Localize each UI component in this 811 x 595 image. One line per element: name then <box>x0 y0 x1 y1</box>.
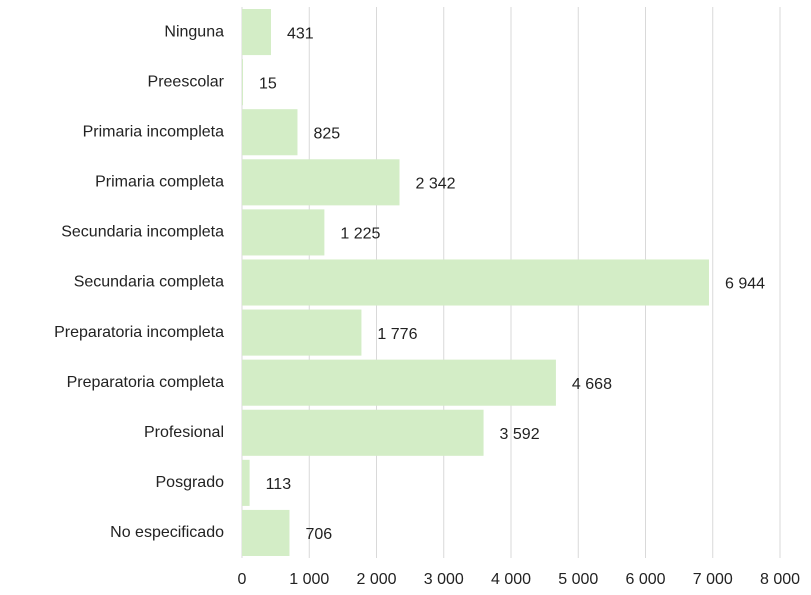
bar <box>242 359 556 406</box>
bar <box>242 509 290 556</box>
value-label: 113 <box>266 476 292 493</box>
x-tick-label: 4 000 <box>491 571 531 588</box>
bar <box>242 159 400 206</box>
value-label: 2 342 <box>415 176 455 193</box>
bar <box>242 259 709 306</box>
value-label: 706 <box>305 526 332 543</box>
x-tick-label: 3 000 <box>424 571 464 588</box>
value-label: 1 776 <box>377 326 417 343</box>
y-tick-label: Secundaria incompleta <box>61 224 224 241</box>
y-tick-label: No especificado <box>110 524 224 541</box>
value-label: 431 <box>287 25 314 42</box>
x-tick-label: 1 000 <box>289 571 329 588</box>
y-tick-label: Primaria completa <box>95 174 224 191</box>
value-label: 15 <box>259 75 277 92</box>
bar <box>242 9 271 56</box>
x-tick-label: 7 000 <box>693 571 733 588</box>
bar <box>242 309 362 356</box>
value-label: 3 592 <box>500 426 540 443</box>
value-label: 4 668 <box>572 376 612 393</box>
x-tick-label: 2 000 <box>356 571 396 588</box>
y-tick-label: Preescolar <box>148 73 225 90</box>
y-tick-label: Primaria incompleta <box>83 123 224 140</box>
y-tick-label: Preparatoria incompleta <box>54 324 224 341</box>
x-tick-label: 6 000 <box>625 571 665 588</box>
x-tick-label: 5 000 <box>558 571 598 588</box>
value-label: 825 <box>313 125 340 142</box>
value-label: 1 225 <box>340 226 380 243</box>
x-tick-label: 0 <box>238 571 247 588</box>
y-tick-label: Secundaria completa <box>74 274 224 291</box>
y-tick-label: Preparatoria completa <box>67 374 225 391</box>
x-tick-label: 8 000 <box>760 571 800 588</box>
bar <box>242 59 244 106</box>
y-tick-label: Profesional <box>144 424 224 441</box>
bar <box>242 409 484 456</box>
bar <box>242 459 250 506</box>
y-tick-label: Posgrado <box>156 474 225 491</box>
y-tick-label: Ninguna <box>164 23 224 40</box>
value-label: 6 944 <box>725 276 765 293</box>
bar <box>242 109 298 156</box>
bar <box>242 209 325 256</box>
